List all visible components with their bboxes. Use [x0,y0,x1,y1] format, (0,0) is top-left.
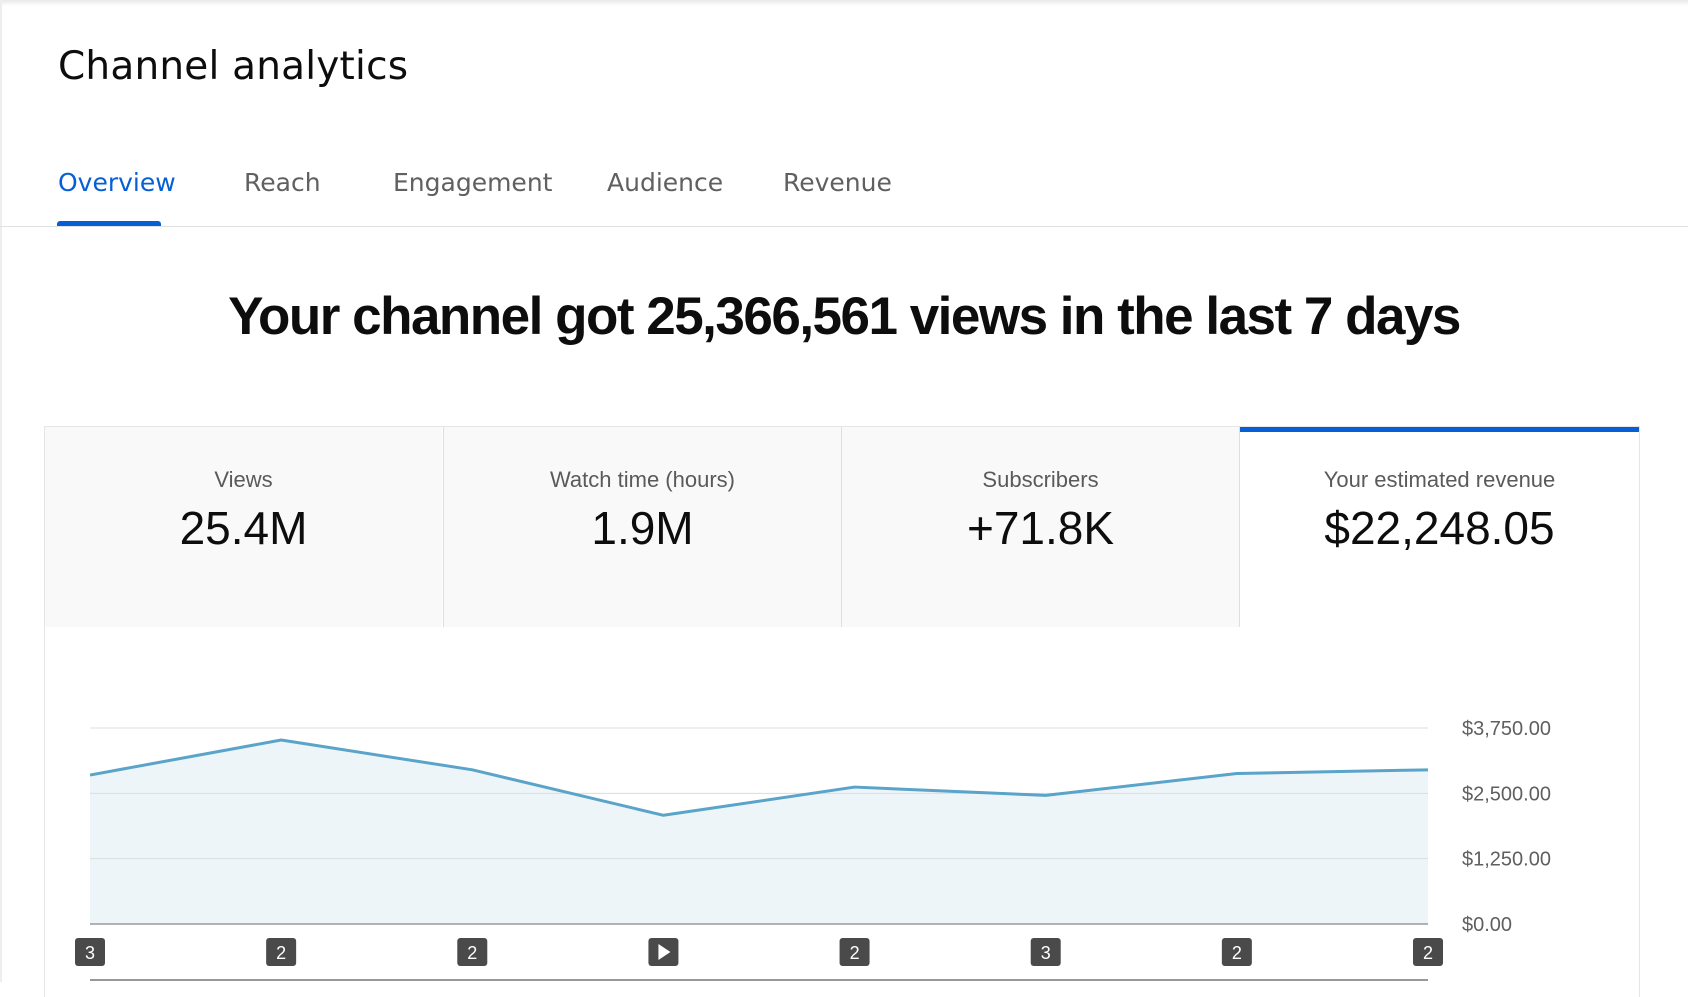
video-count-marker[interactable] [266,938,297,966]
y-tick-label: $1,250.00 [1462,849,1551,871]
revenue-series-line [89,738,1429,817]
video-count-label: 3 [85,943,95,963]
metric-value: $22,248.05 [1324,502,1555,554]
metric-divider [841,427,842,627]
metric-watch-time[interactable]: Watch time (hours) 1.9M [444,427,841,627]
tab-overview[interactable]: Overview [58,168,176,197]
tab-engagement[interactable]: Engagement [393,168,553,197]
y-tick-label: $3,750.00 [1462,718,1551,740]
video-count-label: 2 [1423,943,1433,963]
video-count-label: 2 [276,943,286,963]
active-tab-indicator [57,221,161,226]
video-count-label: 2 [1232,943,1242,963]
video-count-label: 3 [1041,943,1051,963]
tabs-divider [0,226,1688,227]
video-count-label: 2 [850,943,860,963]
summary-headline: Your channel got 25,366,561 views in the… [228,287,1461,346]
metric-label: Views [214,467,273,492]
metric-divider [1239,427,1240,627]
metrics-card: Views 25.4M Watch time (hours) 1.9M Subs… [44,426,1640,997]
selected-metric-indicator [1240,427,1639,432]
play-icon [658,944,671,960]
metric-value: +71.8K [966,502,1115,554]
metric-estimated-revenue[interactable]: Your estimated revenue $22,248.05 [1240,427,1639,627]
revenue-chart: $3,750.00 $2,500.00 $1,250.00 $0.00 3 2 2 2 3 2 2 [75,718,1551,981]
metric-views[interactable]: Views 25.4M [45,427,442,627]
video-count-marker[interactable] [1221,938,1252,966]
tab-revenue[interactable]: Revenue [783,168,892,197]
video-count-marker[interactable] [75,938,105,966]
metric-value: 1.9M [591,502,694,554]
tab-bar: Overview Reach Engagement Audience Reven… [0,150,1688,228]
page-title: Channel analytics [58,44,409,89]
video-count-marker[interactable] [1030,938,1061,966]
tab-reach[interactable]: Reach [244,168,321,197]
metric-subscribers[interactable]: Subscribers +71.8K [842,427,1239,627]
video-count-marker[interactable] [839,938,870,966]
video-count-marker[interactable] [457,938,488,966]
metric-divider [443,427,444,627]
metric-label: Subscribers [982,467,1099,492]
metric-label: Watch time (hours) [549,467,735,492]
y-tick-label: $0.00 [1462,914,1512,936]
top-shadow [0,0,1688,6]
video-count-label: 2 [467,943,477,963]
y-tick-label: $2,500.00 [1462,783,1551,805]
chart-area-fill [90,740,1428,924]
tab-audience[interactable]: Audience [607,168,724,197]
metric-value: 25.4M [179,502,308,554]
video-count-marker[interactable] [1413,938,1443,966]
metric-label: Your estimated revenue [1323,467,1556,492]
left-border [0,0,2,982]
